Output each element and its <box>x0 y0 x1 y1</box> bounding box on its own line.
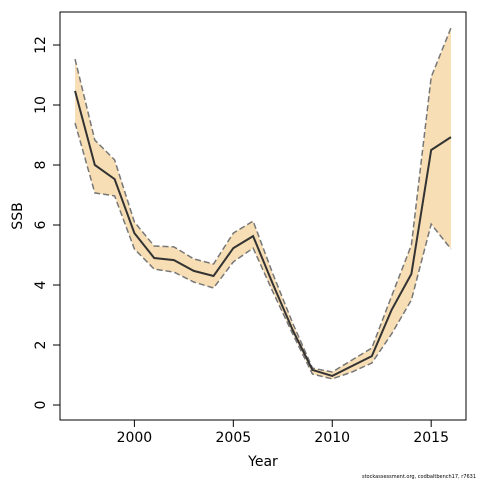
y-tick-label: 12 <box>33 36 49 54</box>
y-axis-label: SSB <box>10 202 26 229</box>
y-tick-label: 6 <box>33 220 49 229</box>
x-tick-label: 2005 <box>216 430 252 446</box>
upper-bound <box>74 27 452 373</box>
confidence-band <box>75 27 451 379</box>
lower-bound <box>74 122 452 380</box>
y-tick-label: 10 <box>33 96 49 114</box>
y-tick-label: 0 <box>33 401 49 410</box>
y-tick-label: 8 <box>33 161 49 170</box>
estimate-line <box>74 90 452 377</box>
y-tick-label: 2 <box>33 341 49 350</box>
x-tick-label: 2015 <box>413 430 449 446</box>
footnote: stockassessment.org, codbaltbench17, r76… <box>362 474 476 480</box>
x-axis-label: Year <box>247 454 278 470</box>
x-tick-label: 2000 <box>117 430 153 446</box>
plot-frame <box>59 11 467 421</box>
y-tick-label: 4 <box>33 280 49 289</box>
x-tick-label: 2010 <box>314 430 350 446</box>
